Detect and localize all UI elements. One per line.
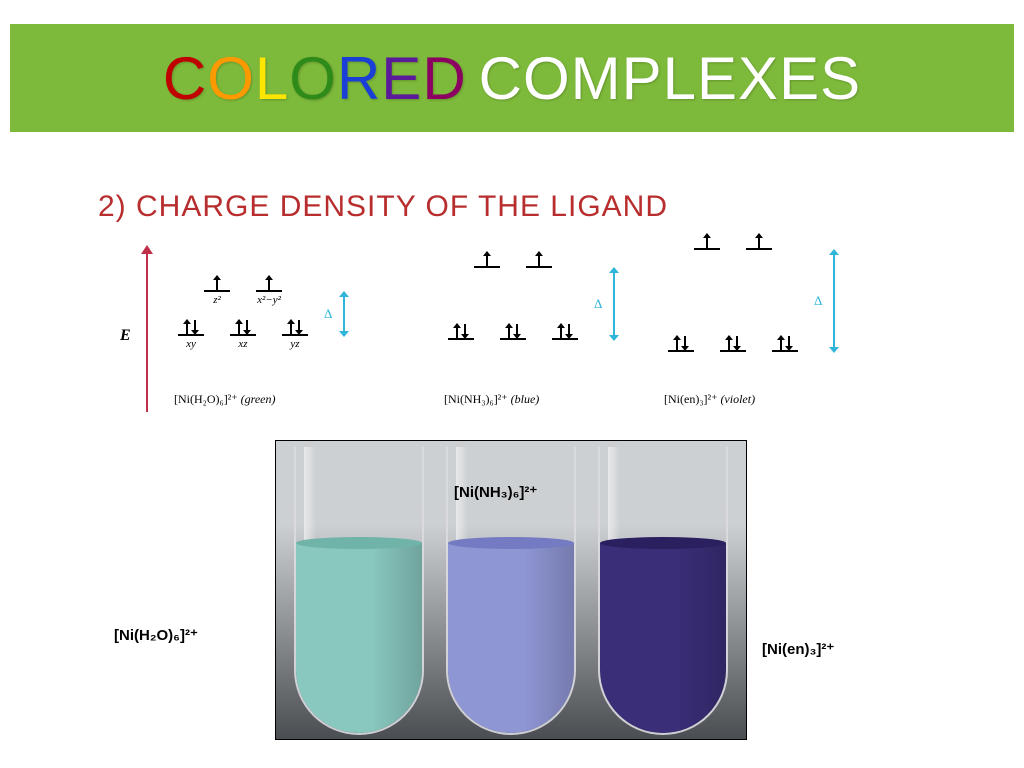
- title-letter: D: [422, 45, 466, 112]
- test-tube: [294, 447, 424, 735]
- delta-symbol: Δ: [324, 306, 332, 322]
- title-letter: C: [163, 45, 207, 112]
- orbital: [496, 338, 530, 342]
- orbital: z²: [200, 290, 234, 306]
- test-tube: [598, 447, 728, 735]
- orbital-label: x²−y²: [257, 294, 281, 306]
- complex-block: z² x²−y² xy xz yz Δ [Ni(H₂O)₆]²⁺ (green): [170, 242, 390, 422]
- title-letter: O: [289, 45, 337, 112]
- delta-bracket: Δ: [828, 250, 840, 352]
- orbital: yz: [278, 334, 312, 350]
- delta-bracket: Δ: [338, 292, 350, 336]
- orbital-label: xy: [186, 338, 196, 350]
- orbital: x²−y²: [252, 290, 286, 306]
- orbital: [470, 266, 504, 270]
- orbital: [716, 350, 750, 354]
- orbital: [444, 338, 478, 342]
- orbital: [548, 338, 582, 342]
- complex-formula-label: [Ni(NH₃)₆]²⁺ (blue): [444, 392, 539, 407]
- complex-block: Δ [Ni(en)₃]²⁺ (violet): [660, 242, 880, 422]
- orbital-label: yz: [290, 338, 299, 350]
- orbital: [768, 350, 802, 354]
- title-bar: COLOREDCOMPLEXES: [10, 24, 1014, 132]
- orbital: [690, 248, 724, 252]
- title-letter: L: [255, 45, 289, 112]
- delta-bracket: Δ: [608, 268, 620, 340]
- tube-formula-label: [Ni(NH₃)₆]²⁺: [454, 483, 537, 501]
- energy-axis: [146, 252, 148, 412]
- title-word2: COMPLEXES: [479, 45, 861, 112]
- complex-block: Δ [Ni(NH₃)₆]²⁺ (blue): [440, 242, 660, 422]
- complex-formula-label: [Ni(en)₃]²⁺ (violet): [664, 392, 755, 407]
- title-letter: R: [337, 45, 381, 112]
- energy-axis-label: E: [120, 327, 131, 345]
- title-letter: O: [207, 45, 255, 112]
- complex-formula-label: [Ni(H₂O)₆]²⁺ (green): [174, 392, 276, 407]
- tube-formula-label: [Ni(H₂O)₆]²⁺: [114, 626, 198, 644]
- energy-axis-arrow: [141, 245, 153, 254]
- section-subtitle: 2) CHARGE DENSITY OF THE LIGAND: [98, 190, 668, 224]
- tube-formula-label: [Ni(en)₃]²⁺: [762, 640, 834, 658]
- orbital: xz: [226, 334, 260, 350]
- energy-diagram: E z² x²−y² xy xz yz Δ [Ni(H₂O)₆]²⁺ (green) Δ [Ni…: [100, 242, 910, 432]
- orbital: xy: [174, 334, 208, 350]
- orbital: [522, 266, 556, 270]
- orbital: [664, 350, 698, 354]
- delta-symbol: Δ: [594, 296, 602, 312]
- title-letter: E: [381, 45, 422, 112]
- orbital: [742, 248, 776, 252]
- title-text: COLOREDCOMPLEXES: [163, 44, 861, 113]
- orbital-label: z²: [213, 294, 221, 306]
- orbital-label: xz: [238, 338, 247, 350]
- delta-symbol: Δ: [814, 293, 822, 309]
